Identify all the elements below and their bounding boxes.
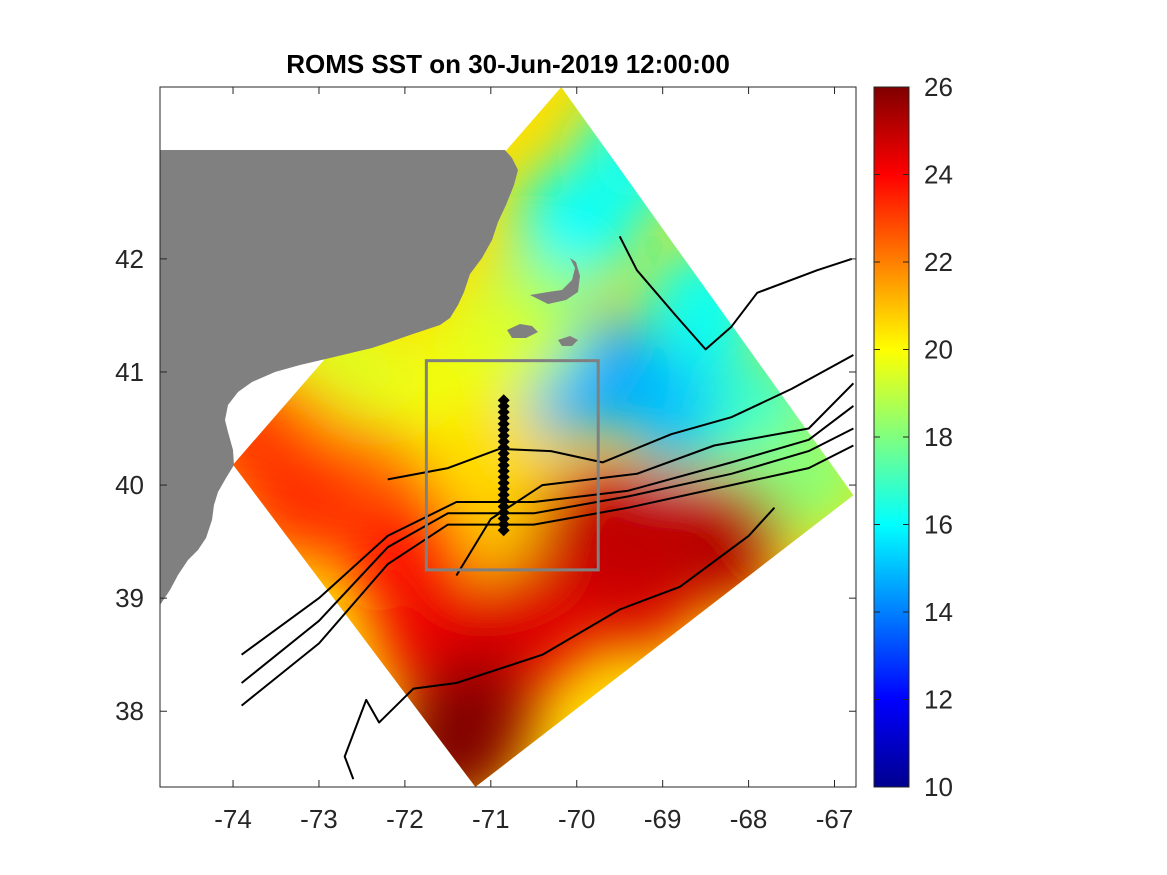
contour-line: [455, 382, 855, 577]
island-marthas-vineyard: [507, 324, 538, 338]
bathymetry-contours: [240, 235, 855, 780]
y-tick-label: 40: [115, 470, 144, 500]
contour-line: [240, 427, 854, 684]
x-tick-label: -70: [558, 804, 596, 834]
axes-box: [159, 86, 857, 788]
x-tick-label: -73: [300, 804, 338, 834]
colorbar-tick-label: 16: [924, 510, 953, 540]
contour-line: [387, 354, 854, 481]
sst-sample: [471, 558, 596, 683]
x-tick-label: -74: [214, 804, 252, 834]
contour-line: [240, 444, 854, 707]
transect-markers: [497, 394, 510, 537]
x-tick-label: -69: [644, 804, 682, 834]
contour-line: [343, 507, 776, 780]
contour-line: [618, 235, 853, 351]
y-tick-label: 41: [115, 357, 144, 387]
colorbar: 10 12 14 16 18 20 22 24 26: [873, 72, 953, 802]
colorbar-tick-label: 22: [924, 247, 953, 277]
cape-cod: [530, 258, 580, 304]
x-tick-label: -67: [816, 804, 854, 834]
plot-area: [160, 87, 856, 787]
y-tick-label: 39: [115, 583, 144, 613]
x-tick-label: -68: [730, 804, 768, 834]
region-box: [424, 359, 600, 572]
y-axis: 38 39 40 41 42: [115, 244, 856, 726]
y-tick-label: 38: [115, 696, 144, 726]
island-nantucket: [558, 336, 578, 346]
y-tick-label: 42: [115, 244, 144, 274]
colorbar-tick-label: 24: [924, 160, 953, 190]
x-tick-label: -72: [386, 804, 424, 834]
colorbar-tick-label: 20: [924, 335, 953, 365]
colorbar-tick-label: 26: [924, 72, 953, 102]
land-polygon: [160, 150, 518, 605]
land-mask: [160, 150, 580, 605]
transect-point: [497, 394, 510, 407]
colorbar-tick-label: 14: [924, 597, 953, 627]
sst-sample: [574, 468, 699, 593]
colorbar-tick-label: 18: [924, 422, 953, 452]
x-axis: -74 -73 -72 -71 -70 -69 -68 -67: [214, 87, 853, 834]
chart-title: ROMS SST on 30-Jun-2019 12:00:00: [286, 49, 730, 79]
colorbar-tick-label: 12: [924, 685, 953, 715]
colorbar-tick-label: 10: [924, 772, 953, 802]
colorbar-ticks: 10 12 14 16 18 20 22 24 26: [874, 72, 953, 802]
contour-line: [241, 405, 855, 656]
x-tick-label: -71: [472, 804, 510, 834]
